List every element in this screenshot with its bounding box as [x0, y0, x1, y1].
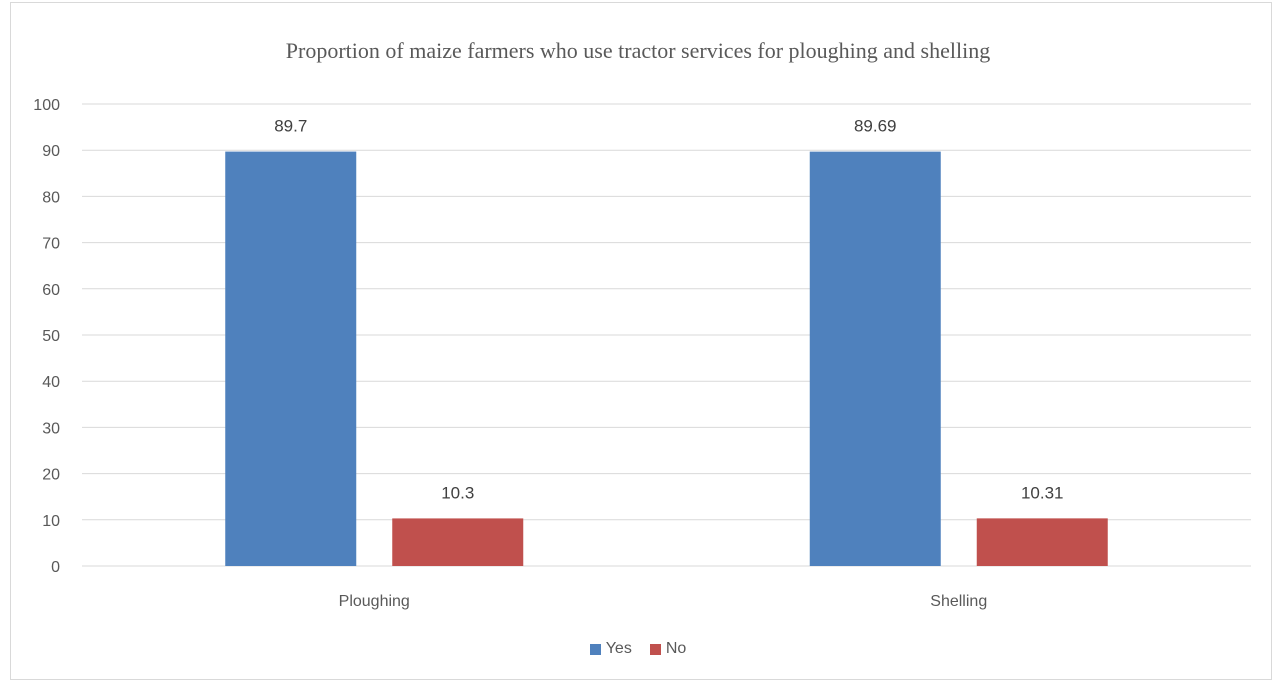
data-labels: 89.7 10.3 89.69 10.31: [274, 117, 1063, 503]
bar-yes-shelling: [809, 151, 941, 566]
legend-item-no: No: [649, 640, 687, 658]
y-tick-label: 10: [42, 513, 60, 530]
bars: [225, 151, 1108, 566]
y-tick-label: 50: [42, 328, 60, 345]
y-tick-label: 80: [42, 189, 60, 206]
x-category-label: Ploughing: [339, 593, 410, 610]
legend-swatch-yes: [589, 643, 601, 655]
y-axis-ticks: 0 10 20 30 40 50 60 70 80 90 100: [33, 97, 60, 576]
data-label: 89.69: [854, 117, 897, 136]
y-tick-label: 60: [42, 282, 60, 299]
legend-item-yes: Yes: [589, 640, 632, 658]
bar-no-ploughing: [392, 518, 524, 566]
legend: Yes No: [0, 640, 1276, 658]
bar-no-shelling: [976, 518, 1108, 566]
x-axis-categories: Ploughing Shelling: [339, 593, 988, 610]
legend-label-yes: Yes: [605, 640, 632, 657]
x-category-label: Shelling: [930, 593, 987, 610]
y-tick-label: 30: [42, 420, 60, 437]
data-label: 10.31: [1021, 483, 1064, 502]
legend-swatch-no: [649, 643, 661, 655]
bar-yes-ploughing: [225, 151, 357, 566]
y-tick-label: 0: [51, 559, 60, 576]
y-tick-label: 100: [33, 97, 60, 114]
y-tick-label: 40: [42, 374, 60, 391]
chart-frame: [10, 2, 1272, 680]
data-label: 89.7: [274, 117, 307, 136]
chart-title: Proportion of maize farmers who use trac…: [285, 38, 991, 63]
legend-label-no: No: [665, 640, 687, 657]
data-label: 10.3: [441, 483, 474, 502]
y-tick-label: 20: [42, 467, 60, 484]
y-tick-label: 90: [42, 143, 60, 160]
y-tick-label: 70: [42, 236, 60, 253]
